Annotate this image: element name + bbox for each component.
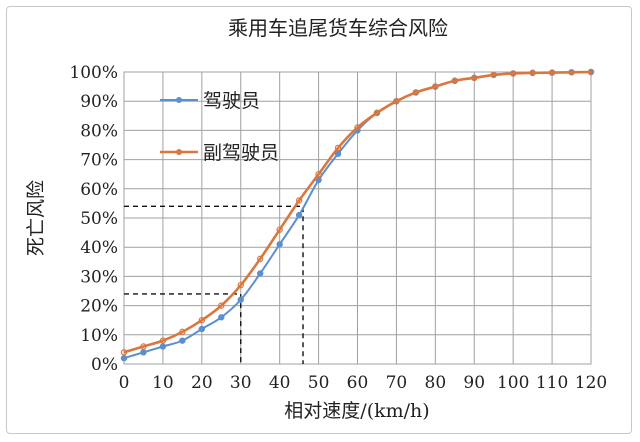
y-tick-label: 30% bbox=[80, 267, 118, 287]
data-point bbox=[315, 176, 322, 184]
y-tick-label: 70% bbox=[80, 151, 118, 171]
y-tick-label: 90% bbox=[80, 92, 118, 112]
data-point bbox=[237, 281, 244, 289]
series-1 bbox=[120, 68, 595, 356]
x-tick-label: 90 bbox=[463, 373, 485, 393]
y-tick-label: 0% bbox=[91, 355, 118, 375]
x-tick-label: 110 bbox=[536, 373, 568, 393]
data-point bbox=[179, 337, 186, 344]
x-tick-label: 80 bbox=[425, 373, 447, 393]
y-axis-title: 死亡风险 bbox=[25, 180, 47, 256]
series-layer bbox=[120, 68, 595, 362]
data-point bbox=[509, 70, 517, 77]
data-point bbox=[120, 354, 128, 362]
data-point bbox=[120, 349, 128, 356]
x-tick-label: 20 bbox=[191, 373, 213, 393]
x-tick-label: 10 bbox=[152, 373, 174, 393]
data-point bbox=[257, 255, 264, 263]
data-point bbox=[198, 325, 206, 333]
legend-label-driver: 驾驶员 bbox=[203, 90, 260, 112]
y-tick-label: 80% bbox=[80, 121, 118, 141]
data-point bbox=[140, 349, 147, 356]
data-point bbox=[218, 314, 225, 321]
y-tick-labels: 0% 10% 20% 30% 40% 50% 60% 70% 80% 90% 100% bbox=[69, 63, 118, 375]
x-tick-label: 70 bbox=[386, 373, 408, 393]
x-tick-label: 120 bbox=[575, 373, 607, 393]
series-line bbox=[123, 70, 592, 354]
y-tick-label: 100% bbox=[69, 63, 118, 83]
data-point bbox=[198, 317, 206, 324]
dashed-guides bbox=[124, 205, 304, 364]
x-tick-label: 60 bbox=[347, 373, 369, 393]
data-point bbox=[412, 89, 420, 96]
data-point bbox=[218, 302, 225, 309]
data-point bbox=[295, 197, 303, 204]
x-axis-title: 相对速度/(km/h) bbox=[284, 400, 429, 422]
data-point bbox=[276, 226, 283, 233]
data-point bbox=[315, 170, 322, 178]
y-tick-label: 40% bbox=[80, 238, 118, 258]
x-tick-labels: 0 10 20 30 40 50 60 70 80 90 100 110 120 bbox=[119, 373, 608, 393]
data-point bbox=[276, 241, 283, 248]
legend: 驾驶员 副驾驶员 bbox=[160, 90, 279, 164]
data-point bbox=[587, 68, 595, 76]
data-point bbox=[490, 71, 497, 79]
data-point bbox=[334, 150, 342, 157]
data-point bbox=[334, 144, 342, 152]
data-point bbox=[432, 83, 439, 90]
legend-marker-driver bbox=[176, 97, 182, 103]
data-point bbox=[354, 124, 361, 131]
data-point bbox=[295, 211, 303, 219]
data-point bbox=[237, 296, 244, 303]
data-point bbox=[471, 74, 478, 82]
legend-label-passenger: 副驾驶员 bbox=[203, 142, 279, 164]
data-point bbox=[159, 343, 167, 350]
data-point bbox=[548, 69, 556, 76]
data-point bbox=[393, 97, 400, 105]
data-point bbox=[179, 328, 186, 336]
y-tick-label: 20% bbox=[80, 297, 118, 317]
x-tick-label: 30 bbox=[230, 373, 252, 393]
chart-title: 乘用车追尾货车综合风险 bbox=[228, 16, 448, 40]
data-point bbox=[140, 343, 147, 350]
data-point bbox=[529, 69, 536, 77]
x-tick-label: 100 bbox=[497, 373, 529, 393]
y-tick-label: 10% bbox=[80, 326, 118, 346]
data-point bbox=[568, 69, 575, 76]
y-tick-label: 50% bbox=[80, 209, 118, 229]
data-point bbox=[451, 77, 458, 84]
x-tick-label: 40 bbox=[269, 373, 291, 393]
y-tick-label: 60% bbox=[80, 180, 118, 200]
data-point bbox=[373, 109, 381, 117]
grid bbox=[123, 71, 592, 365]
x-tick-label: 0 bbox=[119, 373, 130, 393]
dashed-guide-1 bbox=[124, 293, 242, 364]
legend-marker-passenger bbox=[176, 149, 182, 155]
x-tick-label: 50 bbox=[308, 373, 330, 393]
data-point bbox=[257, 270, 264, 277]
data-point bbox=[159, 337, 167, 344]
